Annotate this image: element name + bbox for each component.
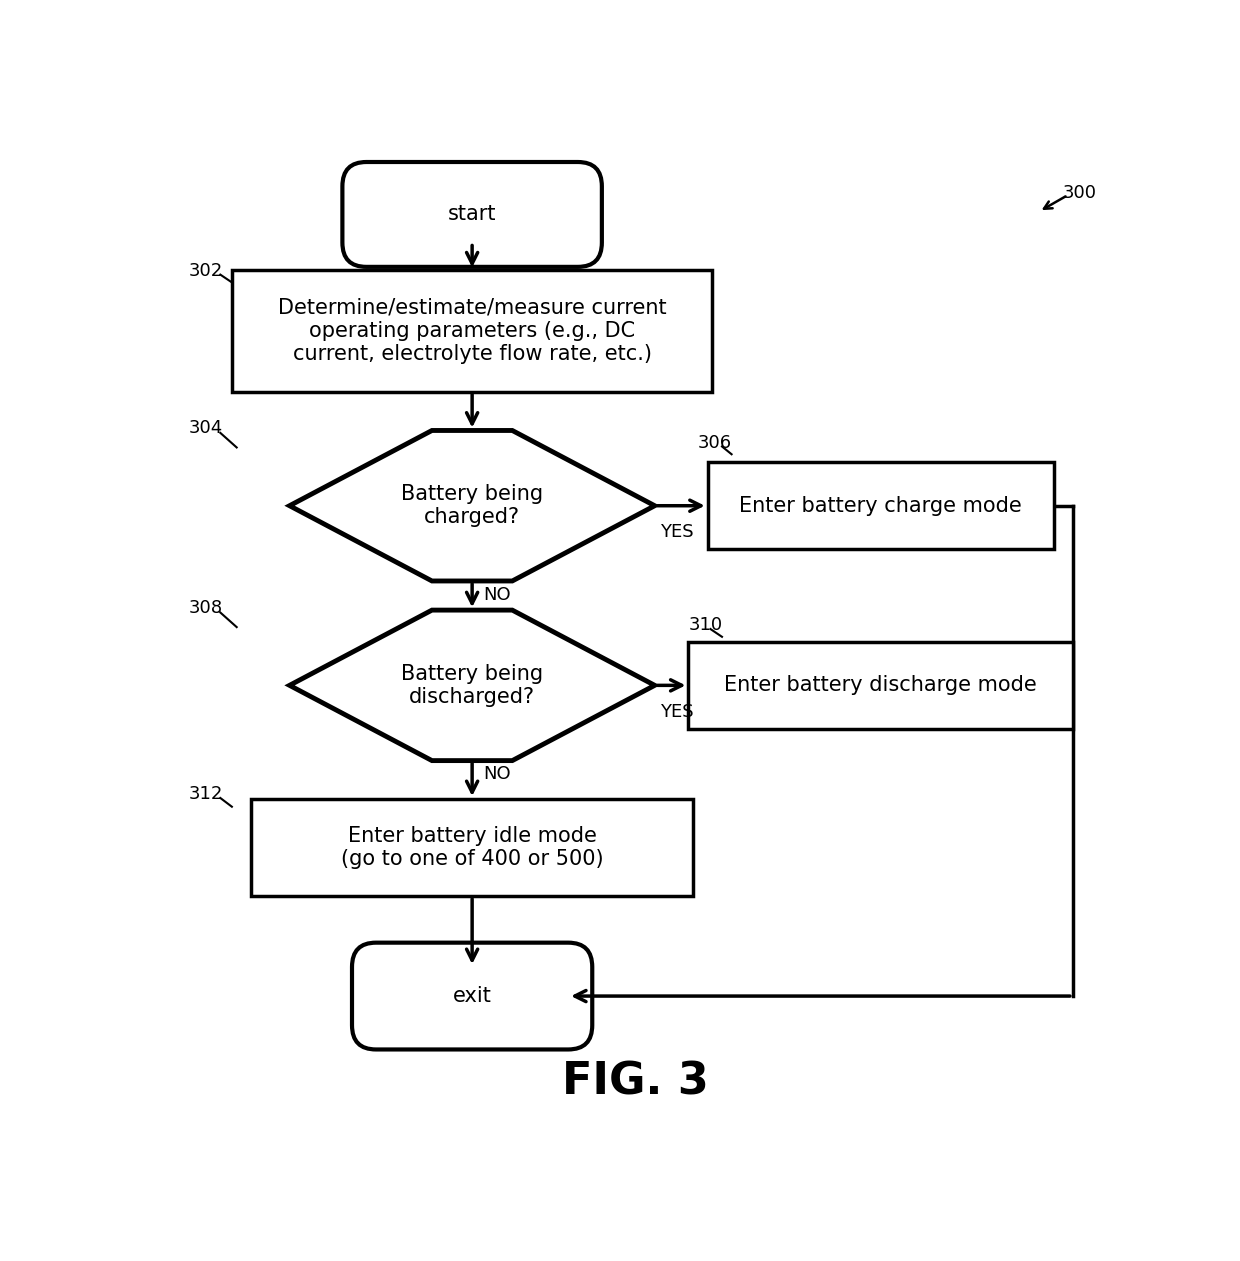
Text: NO: NO: [484, 765, 511, 783]
FancyBboxPatch shape: [342, 161, 601, 267]
Text: Battery being
charged?: Battery being charged?: [401, 484, 543, 527]
Text: start: start: [448, 204, 496, 224]
Text: YES: YES: [660, 702, 693, 721]
Text: 300: 300: [1063, 184, 1097, 202]
Polygon shape: [290, 610, 655, 760]
Text: 306: 306: [698, 434, 732, 451]
Text: 302: 302: [188, 262, 223, 280]
Text: 304: 304: [188, 419, 223, 438]
Text: NO: NO: [484, 586, 511, 604]
Text: exit: exit: [453, 986, 491, 1006]
Text: FIG. 3: FIG. 3: [562, 1061, 709, 1103]
Bar: [688, 642, 1073, 729]
Text: 310: 310: [688, 617, 723, 634]
Bar: [232, 270, 712, 392]
Text: 312: 312: [188, 786, 223, 803]
Text: Enter battery discharge mode: Enter battery discharge mode: [724, 676, 1037, 695]
Text: 308: 308: [188, 599, 223, 617]
Text: Battery being
discharged?: Battery being discharged?: [401, 663, 543, 707]
Text: Enter battery idle mode
(go to one of 400 or 500): Enter battery idle mode (go to one of 40…: [341, 826, 604, 869]
Polygon shape: [290, 430, 655, 581]
Text: YES: YES: [660, 523, 693, 541]
FancyBboxPatch shape: [352, 943, 593, 1049]
Text: Determine/estimate/measure current
operating parameters (e.g., DC
current, elect: Determine/estimate/measure current opera…: [278, 298, 666, 364]
Text: Enter battery charge mode: Enter battery charge mode: [739, 496, 1022, 516]
Bar: [708, 462, 1054, 550]
Bar: [250, 799, 693, 897]
